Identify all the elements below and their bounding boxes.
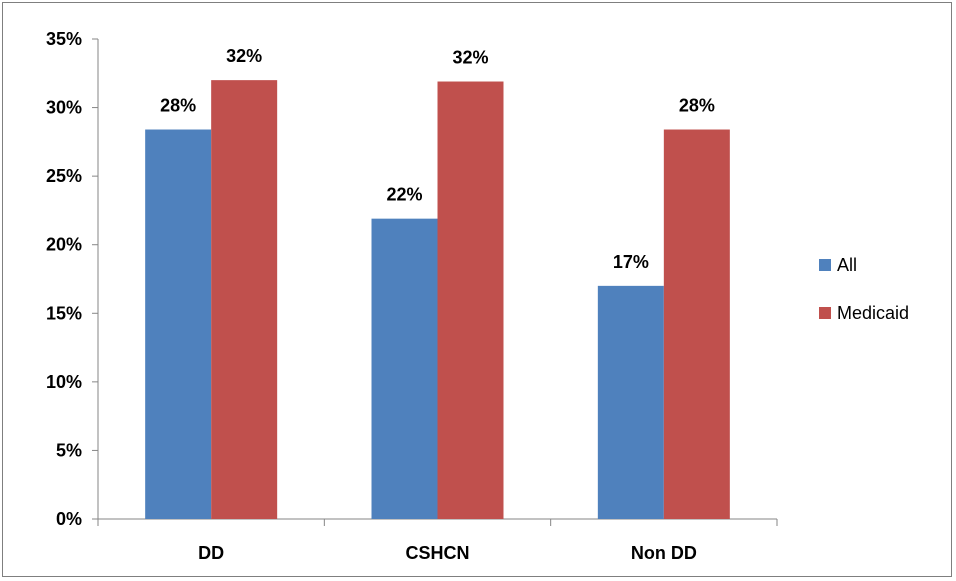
data-label: 22% (386, 185, 422, 205)
data-label: 32% (226, 46, 262, 66)
legend: All Medicaid (819, 255, 909, 323)
bar-all (597, 285, 664, 519)
bar-all (145, 129, 212, 519)
y-tick-label: 0% (56, 509, 82, 529)
bar-all (371, 218, 438, 519)
y-tick-label: 20% (46, 235, 82, 255)
bar-chart: 0% 5% 10% 15% 20% 25% 30% 35% DD CSHCN Non DD 28% 3… (46, 29, 909, 563)
bar-medicaid (211, 80, 278, 520)
x-category-label: CSHCN (405, 543, 469, 563)
legend-label: Medicaid (837, 303, 909, 323)
legend-label: All (837, 255, 857, 275)
data-label: 28% (679, 96, 715, 116)
data-labels: 28% 32% 22% 32% 17% 28% (160, 46, 715, 272)
y-tick-label: 5% (56, 440, 82, 460)
data-label: 17% (613, 252, 649, 272)
y-tick-label: 15% (46, 303, 82, 323)
bars (145, 80, 730, 520)
y-tick-label: 30% (46, 98, 82, 118)
y-tick-label: 10% (46, 372, 82, 392)
legend-swatch (819, 307, 831, 319)
data-label: 28% (160, 96, 196, 116)
y-tick-label: 25% (46, 166, 82, 186)
bar-medicaid (663, 129, 730, 519)
data-label: 32% (452, 48, 488, 68)
x-category-label: Non DD (631, 543, 697, 563)
legend-swatch (819, 259, 831, 271)
bar-medicaid (437, 81, 504, 519)
y-tick-label: 35% (46, 29, 82, 49)
axes: 0% 5% 10% 15% 20% 25% 30% 35% DD CSHCN Non DD (46, 29, 778, 563)
x-category-label: DD (198, 543, 224, 563)
